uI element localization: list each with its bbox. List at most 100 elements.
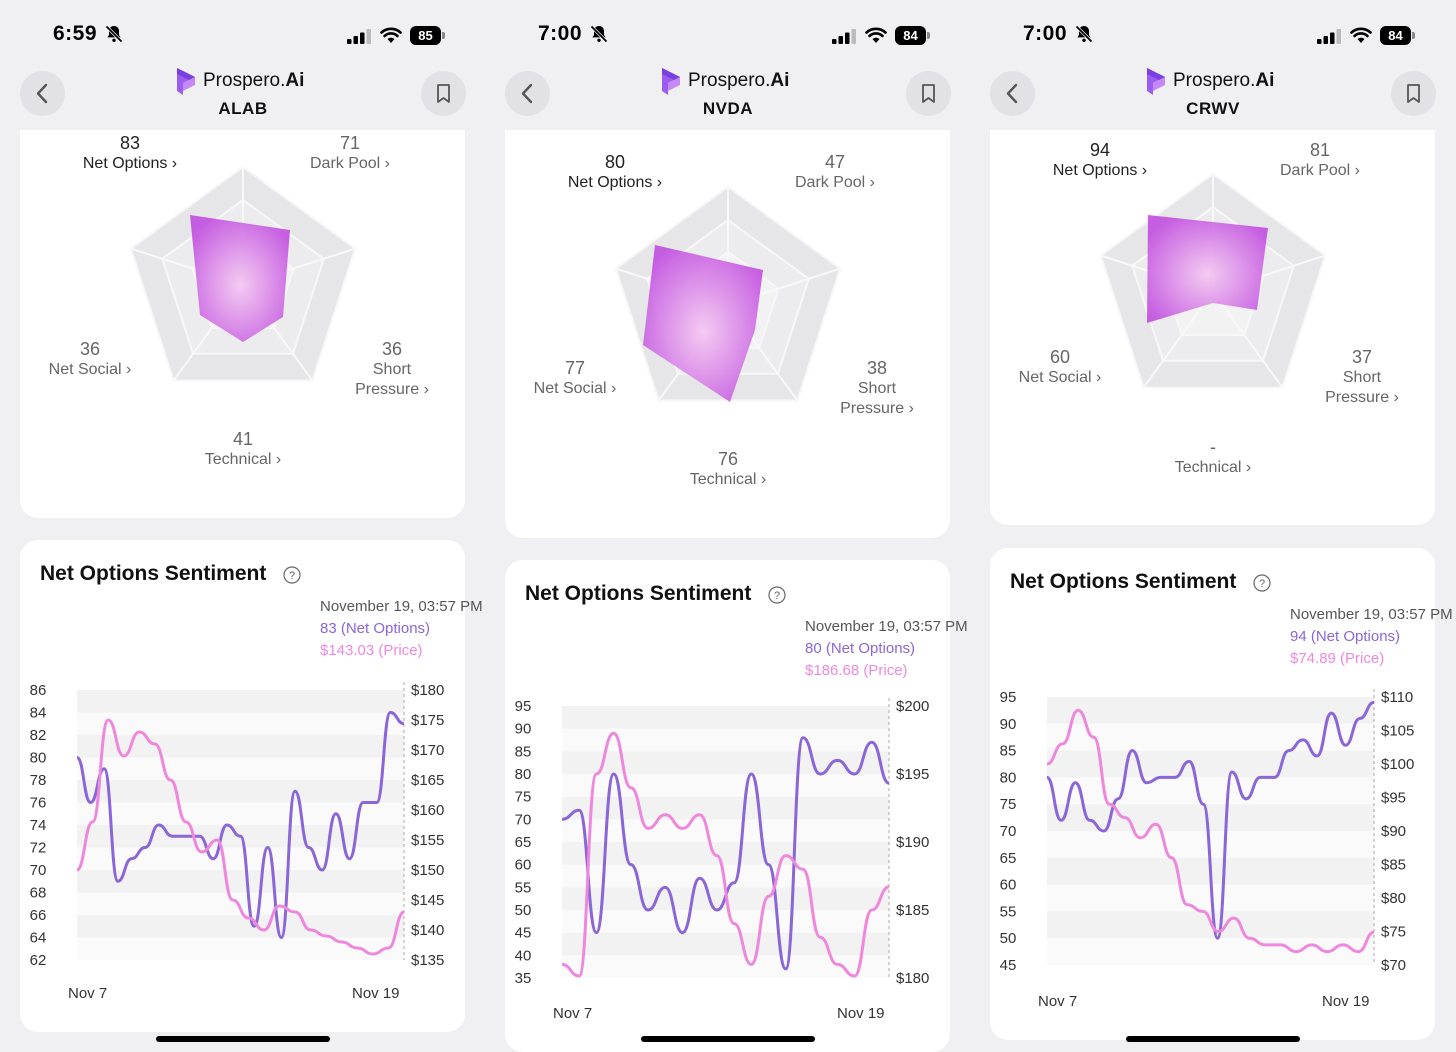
score-dark-pool[interactable]: 81 Dark Pool › <box>1279 140 1361 179</box>
home-indicator <box>1126 1036 1300 1042</box>
chart-grid-band <box>77 847 404 870</box>
battery-level: 85 <box>410 26 441 45</box>
y-axis-left-tick: 75 <box>1000 796 1017 813</box>
tooltip-date: November 19, 03:57 PM <box>805 618 968 635</box>
y-axis-right-tick: $135 <box>411 952 444 969</box>
sentiment-title: Net Options Sentiment <box>525 582 752 605</box>
y-axis-right-tick: $190 <box>896 834 929 851</box>
y-axis-left-tick: 84 <box>30 705 47 722</box>
chart-grid-band <box>77 892 404 915</box>
sentiment-title: Net Options Sentiment <box>1010 570 1237 593</box>
chart-grid-band <box>562 955 889 978</box>
y-axis-right-tick: $75 <box>1381 924 1406 941</box>
brand-name: Prospero.Ai <box>1173 70 1275 91</box>
score-short-pressure[interactable]: 38 Short Pressure › <box>840 358 914 417</box>
chevron-left-icon <box>521 83 533 104</box>
y-axis-left-tick: 35 <box>515 970 532 987</box>
sentiment-title: Net Options Sentiment <box>40 562 267 585</box>
y-axis-left-tick: 62 <box>30 952 47 969</box>
y-axis-left-tick: 55 <box>1000 903 1017 920</box>
score-dark-pool[interactable]: 71 Dark Pool › <box>309 133 391 172</box>
score-dark-pool[interactable]: 47 Dark Pool › <box>794 152 876 191</box>
chevron-left-icon <box>1006 83 1018 104</box>
bell-muted-icon <box>105 25 123 43</box>
y-axis-left-tick: 60 <box>1000 877 1017 894</box>
score-net-options[interactable]: 83 Net Options › <box>82 133 178 172</box>
back-button[interactable] <box>20 71 65 116</box>
score-net-social[interactable]: 77 Net Social › <box>533 358 617 397</box>
chart-grid-band <box>1047 723 1374 751</box>
cellular-signal-icon <box>832 29 856 44</box>
y-axis-left-tick: 90 <box>1000 716 1017 733</box>
chart-grid-band <box>562 819 889 842</box>
score-net-social[interactable]: 36 Net Social › <box>48 339 132 378</box>
score-net-social[interactable]: 60 Net Social › <box>1018 347 1102 386</box>
chart-grid-band <box>1047 750 1374 778</box>
y-axis-left-tick: 70 <box>1000 823 1017 840</box>
chart-grid-band <box>562 842 889 865</box>
score-net-options[interactable]: 94 Net Options › <box>1052 140 1148 179</box>
y-axis-left-tick: 70 <box>515 811 532 828</box>
y-axis-right-tick: $110 <box>1381 689 1413 706</box>
y-axis-left-tick: 45 <box>515 925 532 942</box>
price-line <box>1046 708 1375 954</box>
y-axis-right-tick: $95 <box>1381 790 1406 807</box>
tooltip-price: $186.68 (Price) <box>805 662 908 679</box>
y-axis-right-tick: $195 <box>896 766 929 783</box>
svg-text:?: ? <box>774 590 780 602</box>
help-circle-icon[interactable]: ? <box>768 586 786 604</box>
x-axis-label-start: Nov 7 <box>553 1005 593 1022</box>
chart-grid-band <box>77 712 404 735</box>
score-short-pressure[interactable]: 36 Short Pressure › <box>355 339 429 398</box>
tooltip-net-options: 80 (Net Options) <box>805 640 916 657</box>
y-axis-right-tick: $90 <box>1381 823 1406 840</box>
radar-chart <box>129 165 357 382</box>
brand-name: Prospero.Ai <box>688 70 790 91</box>
cellular-signal-icon <box>1317 29 1341 44</box>
chart-grid-band <box>77 870 404 893</box>
chevron-left-icon <box>36 83 48 104</box>
bookmark-button[interactable] <box>906 71 951 116</box>
radar-axis-line <box>1212 291 1284 389</box>
score-technical[interactable]: 76 Technical › <box>689 449 767 488</box>
tooltip-date: November 19, 03:57 PM <box>320 598 483 615</box>
back-button[interactable] <box>990 71 1035 116</box>
wifi-icon <box>865 27 887 43</box>
y-axis-left-tick: 55 <box>515 879 532 896</box>
score-short-pressure[interactable]: 37 Short Pressure › <box>1325 347 1399 406</box>
sentiment-line-chart[interactable]: 95 90 85 80 75 70 65 60 55 50 45 40 35 $200 $195 $190 $1… <box>505 686 950 998</box>
y-axis-right-tick: $155 <box>411 832 444 849</box>
bookmark-button[interactable] <box>1391 71 1436 116</box>
prospero-logo-icon <box>1147 68 1165 95</box>
score-net-options[interactable]: 80 Net Options › <box>567 152 663 191</box>
home-indicator <box>156 1036 330 1042</box>
sentiment-line-chart[interactable]: 86 84 82 80 78 76 74 72 70 68 66 64 62 $180 $175 $170 $1… <box>20 670 465 980</box>
help-circle-icon[interactable]: ? <box>1253 574 1271 592</box>
bookmark-icon <box>922 84 935 103</box>
y-axis-right-tick: $70 <box>1381 957 1406 974</box>
chart-grid-band <box>77 757 404 780</box>
help-circle-icon[interactable]: ? <box>283 566 301 584</box>
bookmark-button[interactable] <box>421 71 466 116</box>
y-axis-right-tick: $180 <box>896 970 929 987</box>
x-axis-label-end: Nov 19 <box>1322 993 1370 1010</box>
net-options-line <box>561 736 890 971</box>
score-technical[interactable]: 41 Technical › <box>204 429 282 468</box>
y-axis-left-tick: 86 <box>30 682 47 699</box>
chart-grid-band <box>77 915 404 938</box>
ticker-symbol: ALAB <box>218 99 268 118</box>
brand-name: Prospero.Ai <box>203 70 305 91</box>
net-options-sentiment-card: Net Options Sentiment ? November 19, 03:… <box>505 560 968 1052</box>
price-line <box>75 718 405 956</box>
y-axis-left-tick: 75 <box>515 789 532 806</box>
chart-tooltip: November 19, 03:57 PM 80 (Net Options) $… <box>805 616 968 682</box>
back-button[interactable] <box>505 71 550 116</box>
score-technical[interactable]: - Technical › <box>1174 437 1252 476</box>
sentiment-line-chart[interactable]: 95 90 85 80 75 70 65 60 55 50 45 $110 $105 $100 $95 $90… <box>990 677 1435 985</box>
radar-score-area <box>643 245 763 402</box>
y-axis-left-tick: 95 <box>1000 689 1017 706</box>
y-axis-right-tick: $175 <box>411 712 444 729</box>
home-indicator <box>641 1036 815 1042</box>
y-axis-left-tick: 82 <box>30 727 47 744</box>
prospero-logo-icon <box>177 68 195 95</box>
